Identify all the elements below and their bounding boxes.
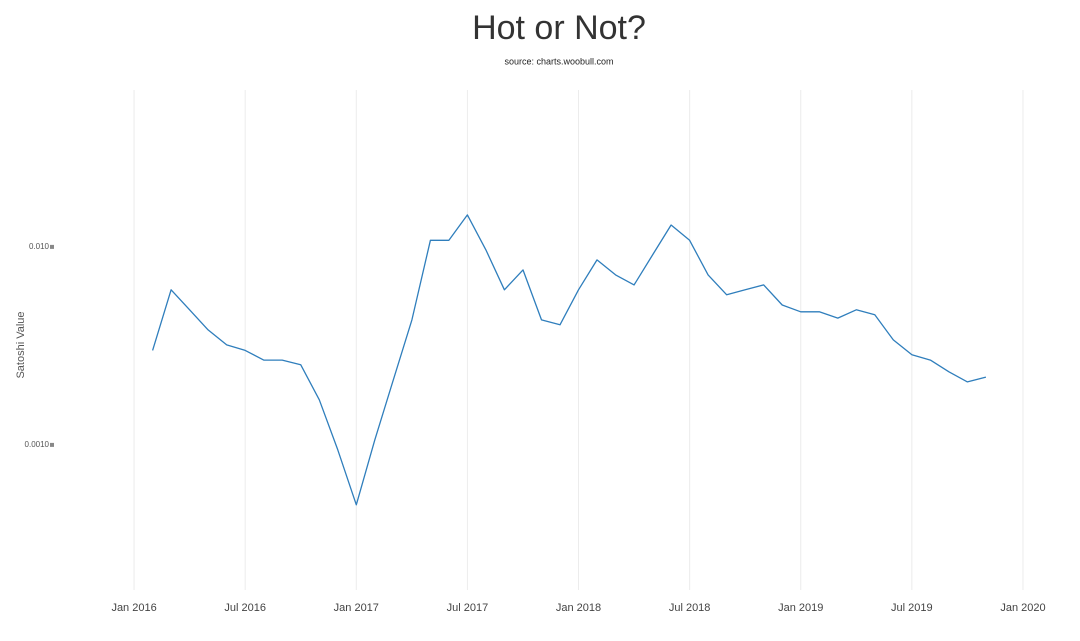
- chart-subtitle: source: charts.woobull.com: [504, 56, 613, 66]
- x-tick-label: Jul 2017: [447, 602, 489, 614]
- x-tick-label: Jul 2016: [224, 602, 266, 614]
- x-tick-label: Jul 2018: [669, 602, 711, 614]
- y-axis-label: Satoshi Value: [15, 311, 27, 378]
- y-tick-mark: [50, 442, 54, 447]
- x-tick-label: Jul 2019: [891, 602, 933, 614]
- data-line: [151, 214, 987, 506]
- x-tick-label: Jan 2019: [778, 602, 823, 614]
- x-tick-label: Jan 2016: [111, 602, 156, 614]
- y-tick-label: 0.010: [29, 242, 50, 251]
- y-tick-label: 0.0010: [25, 440, 50, 449]
- x-tick-label: Jan 2017: [334, 602, 379, 614]
- x-tick-label: Jan 2020: [1000, 602, 1045, 614]
- y-tick-mark: [50, 244, 54, 249]
- x-tick-label: Jan 2018: [556, 602, 601, 614]
- chart-title: Hot or Not?: [472, 9, 646, 47]
